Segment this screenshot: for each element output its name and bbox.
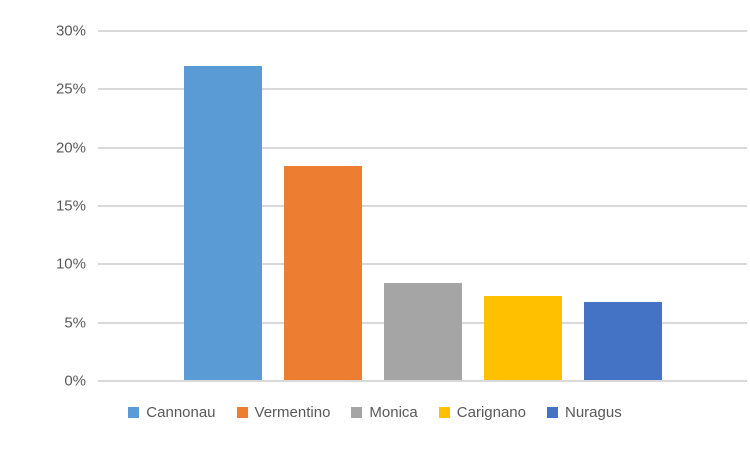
plot-area	[98, 30, 747, 382]
legend: Cannonau Vermentino Monica Carignano Nuragus	[0, 404, 750, 421]
gridline	[98, 146, 747, 149]
y-tick-label: 5%	[64, 314, 86, 332]
gridline	[98, 205, 747, 207]
legend-swatch-monica-icon	[351, 407, 363, 418]
bars-layer	[98, 31, 747, 380]
y-tick-label: 0%	[64, 372, 86, 390]
gridline	[98, 30, 747, 32]
legend-label: Nuragus	[565, 404, 622, 421]
y-tick-label: 30%	[55, 22, 86, 40]
bar-vermentino	[283, 165, 362, 380]
y-tick-label: 15%	[55, 197, 86, 215]
legend-label: Monica	[369, 404, 418, 421]
y-tick-label: 10%	[55, 255, 86, 273]
legend-item-nuragus: Nuragus	[547, 404, 622, 421]
y-tick-label: 25%	[55, 80, 86, 98]
legend-swatch-nuragus-icon	[547, 407, 558, 418]
gridline	[98, 380, 747, 382]
gridline	[98, 263, 747, 266]
bar-monica	[383, 283, 462, 380]
gridline	[98, 88, 747, 91]
legend-label: Vermentino	[254, 404, 331, 421]
legend-label: Carignano	[456, 404, 526, 421]
legend-item-monica: Monica	[351, 404, 418, 421]
legend-item-cannonau: Cannonau	[128, 404, 216, 421]
y-tick-label: 20%	[55, 139, 86, 157]
legend-item-vermentino: Vermentino	[236, 404, 331, 421]
legend-swatch-carignano-icon	[438, 407, 450, 418]
legend-item-carignano: Carignano	[438, 404, 526, 421]
bar-nuragus	[583, 302, 662, 380]
legend-swatch-vermentino-icon	[236, 407, 248, 418]
bar-cannonau	[183, 65, 262, 380]
legend-swatch-cannonau-icon	[128, 407, 140, 418]
y-axis: 0% 5% 10% 15% 20% 25% 30%	[0, 24, 86, 389]
legend-label: Cannonau	[146, 404, 216, 421]
bar-carignano	[483, 296, 562, 380]
